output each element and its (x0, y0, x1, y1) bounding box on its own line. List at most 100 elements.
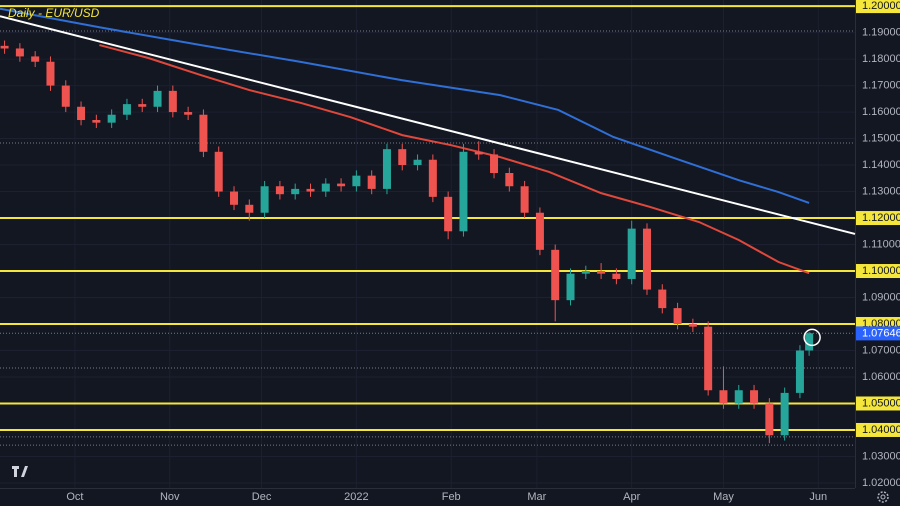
candle-body (750, 390, 759, 404)
candle-body (31, 56, 40, 62)
candle-body (780, 392, 789, 436)
candle-body (184, 112, 193, 115)
chart-title: Daily - EUR/USD (8, 6, 100, 20)
candle-body (551, 249, 560, 301)
candle-body (734, 390, 743, 404)
candle-body (138, 104, 147, 107)
x-tick-label: Mar (527, 491, 546, 503)
plot (0, 0, 856, 488)
candle-body (321, 183, 330, 192)
x-tick-label: Jun (809, 491, 827, 503)
y-tick-label: 1.10000 (862, 265, 900, 277)
candle-body (398, 149, 407, 166)
y-tick-label: 1.15000 (862, 132, 900, 144)
candle-body (46, 61, 55, 86)
candle-body (658, 289, 667, 309)
x-tick-label: Oct (66, 491, 83, 503)
candle-body (337, 183, 346, 187)
price-highlight (803, 328, 821, 347)
y-tick-label: 1.05000 (862, 397, 900, 409)
level-tag (856, 396, 900, 411)
y-tick-label: 1.07000 (862, 344, 900, 356)
candle-body (0, 45, 9, 49)
candle-body (719, 390, 728, 404)
candle-body (597, 271, 606, 274)
y-tick-label: 1.11000 (862, 238, 900, 250)
y-tick-label: 1.19000 (862, 26, 900, 38)
y-tick-label: 1.09000 (862, 291, 900, 303)
y-tick-label: 1.20000 (862, 0, 900, 12)
candle-body (92, 120, 101, 123)
x-tick-label: Apr (623, 491, 640, 503)
candle-body (260, 186, 269, 213)
gear-hub (880, 494, 886, 500)
level-tag (856, 0, 900, 14)
candle-body (153, 90, 162, 107)
candle-body (61, 85, 70, 107)
x-tick-label: Feb (442, 491, 461, 503)
y-tick-label: 1.18000 (862, 53, 900, 65)
level-tag (856, 264, 900, 279)
y-tick-label: 1.04000 (862, 424, 900, 436)
candle-body (15, 48, 24, 57)
y-tick-label: 1.06000 (862, 371, 900, 383)
candle-body (642, 228, 651, 290)
candle-body (581, 271, 590, 274)
logo-box (10, 462, 30, 480)
y-tick-label: 1.02000 (862, 477, 900, 489)
candle-body (795, 350, 804, 393)
candle-body (122, 104, 131, 115)
candle-body (765, 403, 774, 436)
candle-body (275, 186, 284, 195)
candle-body (474, 151, 483, 155)
candle-body (367, 175, 376, 189)
level-tag (856, 211, 900, 226)
candle-body (459, 151, 468, 232)
x-tick-label: May (713, 491, 734, 503)
logo-mark (12, 466, 28, 477)
last-price-tag (856, 326, 900, 341)
x-tick-label: Dec (252, 491, 272, 503)
y-tick-label: 1.16000 (862, 106, 900, 118)
level-tag (856, 422, 900, 437)
candle-body (444, 196, 453, 232)
candle-body (306, 188, 315, 192)
candle-body (428, 159, 437, 197)
candle-body (168, 90, 177, 113)
candle-body (291, 188, 300, 195)
candle-body (673, 308, 682, 325)
candle-body (535, 212, 544, 250)
x-tick-label: 2022 (344, 491, 368, 503)
y-tick-label: 1.17000 (862, 79, 900, 91)
candle-body (77, 106, 86, 121)
y-tick-label: 1.03000 (862, 450, 900, 462)
candle-body (566, 273, 575, 301)
candle-body (505, 172, 514, 187)
candle-body (627, 228, 636, 279)
indicator-line (0, 15, 856, 235)
logo (10, 462, 30, 480)
candle-body (107, 114, 116, 123)
candle-body (612, 273, 621, 279)
candle-body (704, 326, 713, 391)
settings-icon[interactable] (877, 491, 889, 503)
candle-body (199, 114, 208, 152)
y-tick-label: 1.12000 (862, 212, 900, 224)
candle-body (805, 333, 814, 351)
candle-body (520, 186, 529, 213)
candle-body (382, 149, 391, 189)
candle-body (413, 159, 422, 166)
gear[interactable] (877, 491, 889, 503)
candle-body (214, 151, 223, 192)
candle-body (245, 204, 254, 213)
indicator-line (0, 7, 810, 204)
y-tick-label: 1.14000 (862, 159, 900, 171)
y-tick-label: 1.13000 (862, 185, 900, 197)
candle-body (490, 154, 499, 173)
candle-body (230, 191, 239, 205)
x-tick-label: Nov (160, 491, 180, 503)
last-price-label: 1.07646 (862, 327, 900, 339)
candle-body (352, 175, 361, 187)
